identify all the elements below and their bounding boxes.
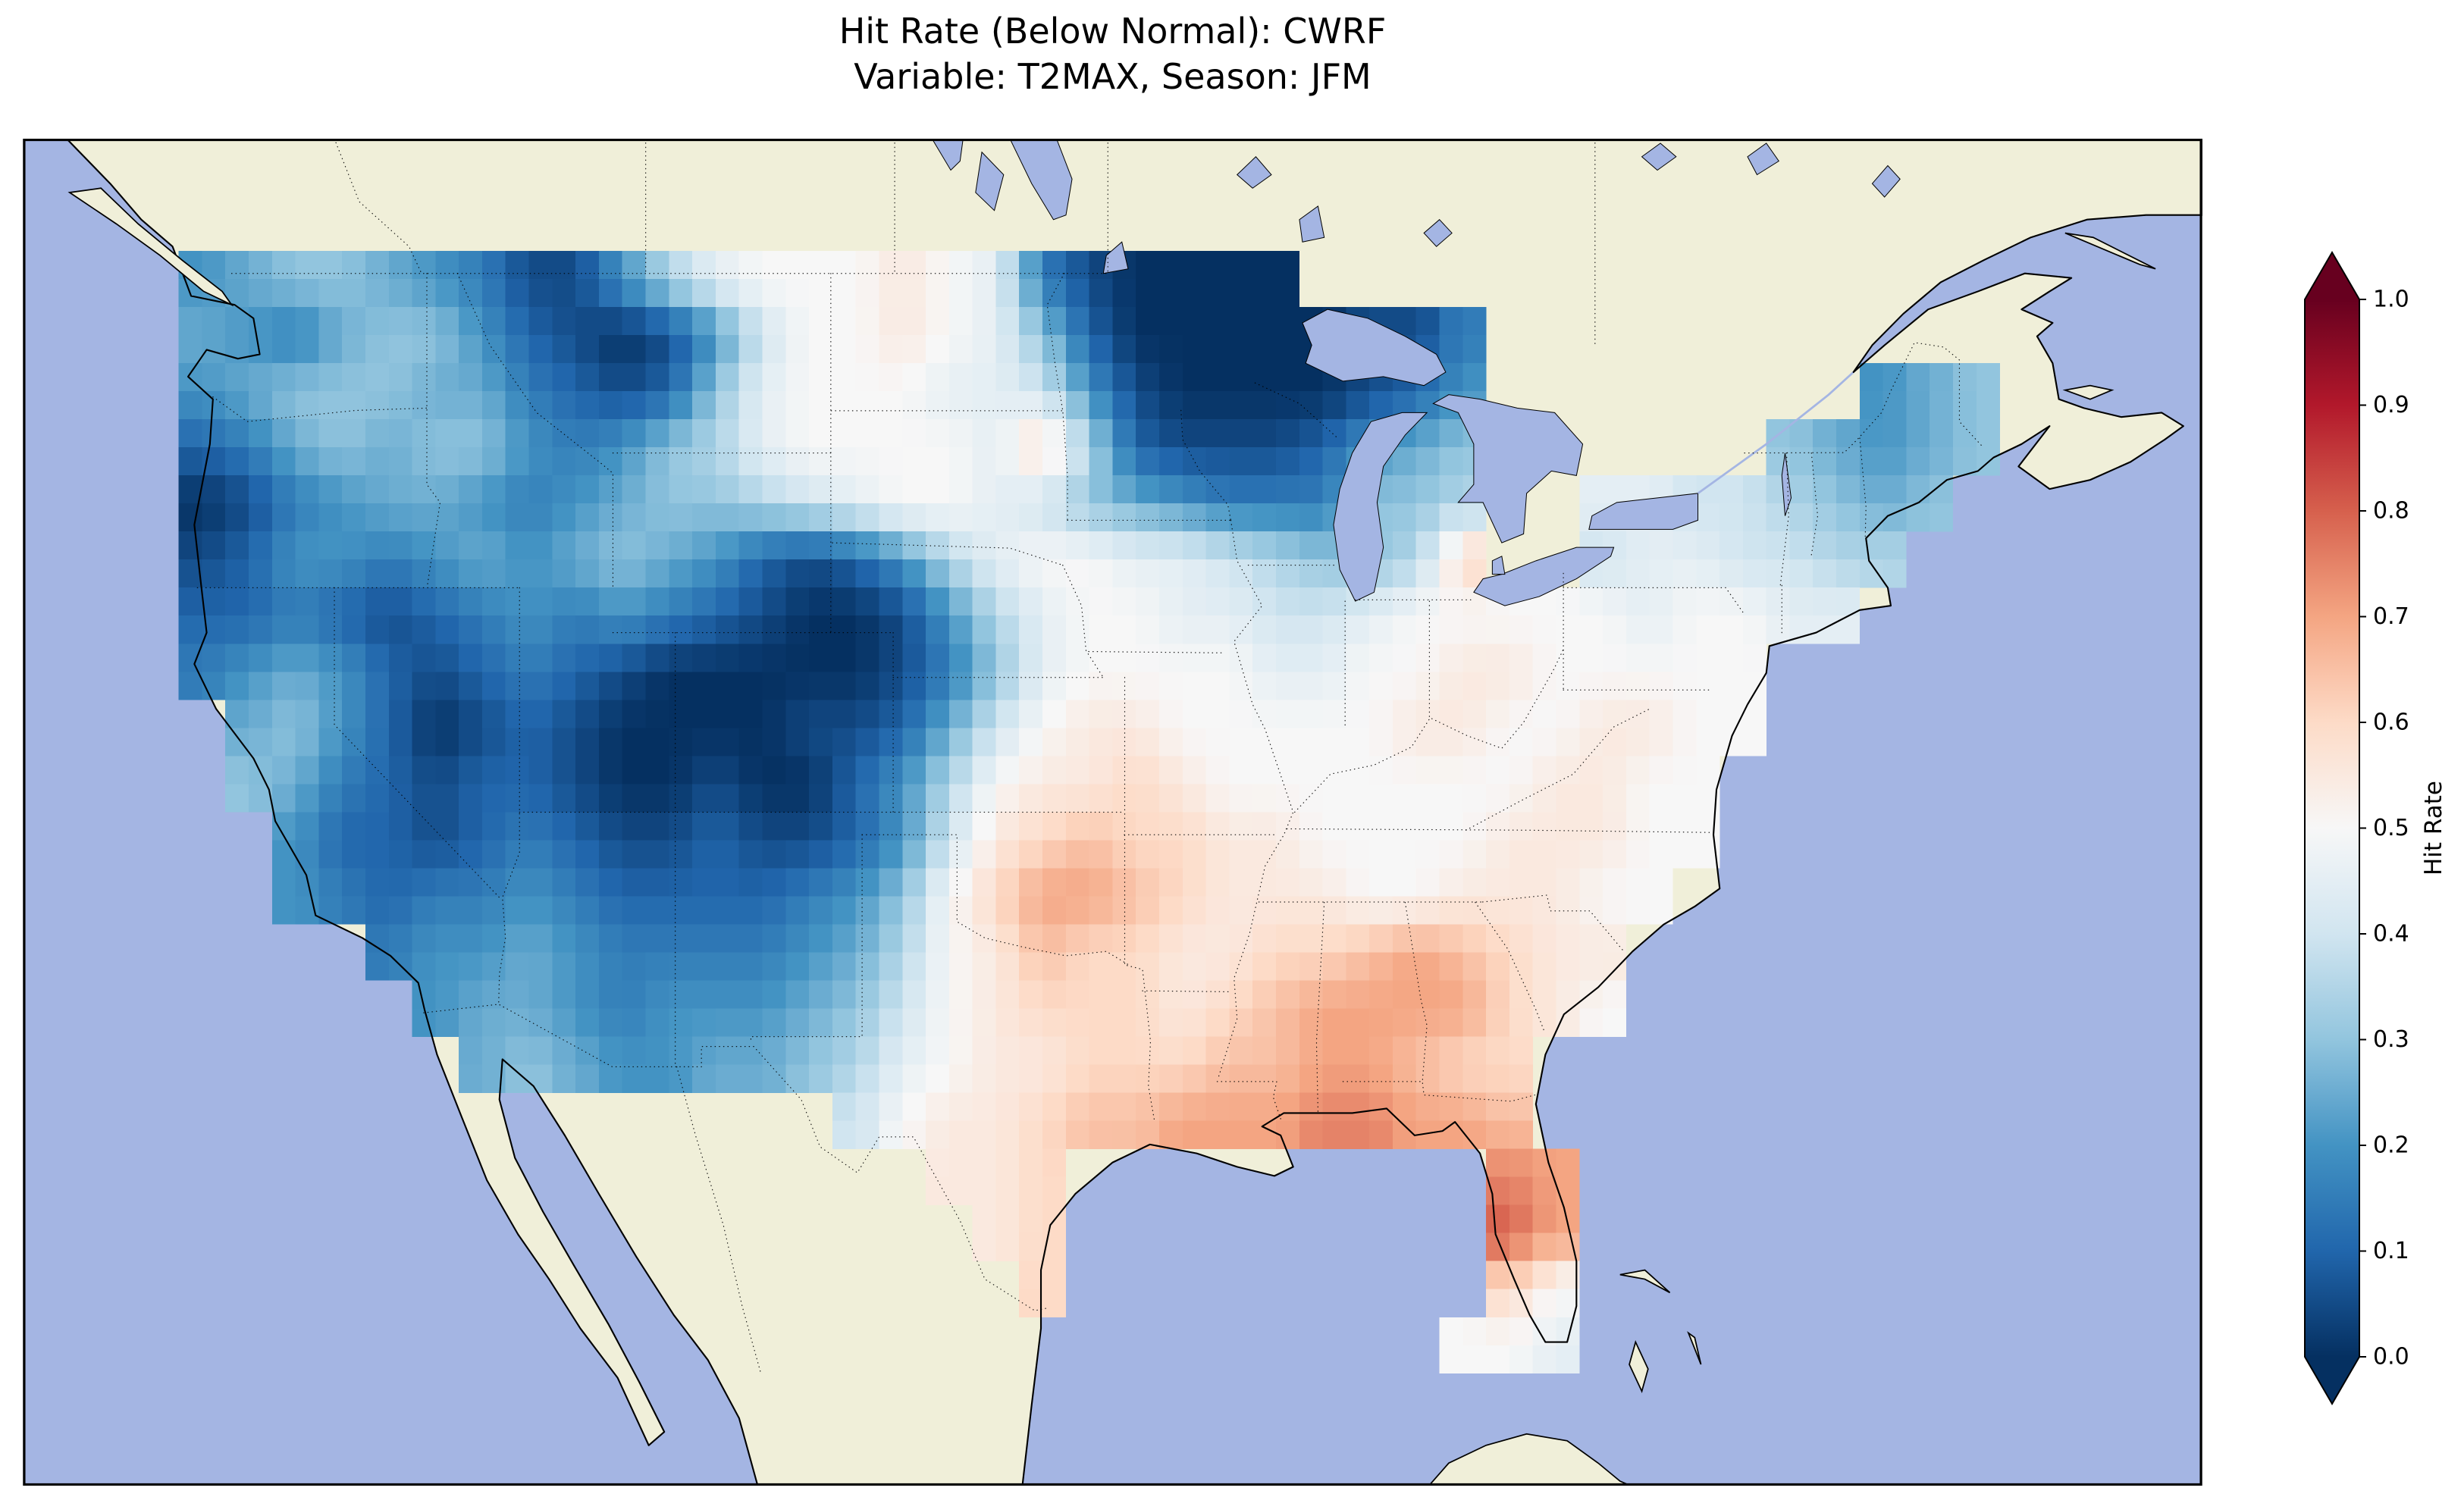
admin-border (676, 1066, 762, 1374)
colorbar: 0.0 0.1 0.2 0.3 0.4 0.5 0.6 0.7 0.8 0.9 1.0 Hit Ra… (2304, 251, 2447, 1405)
island-coastline (1687, 1331, 1702, 1365)
lake (1299, 205, 1325, 243)
st-lawrence-river (1697, 371, 1854, 494)
coastline (65, 139, 2202, 1486)
state-borders-layer (196, 139, 1983, 1374)
admin-border (1286, 828, 1711, 833)
colorbar-tick-label: 0.6 (2373, 709, 2409, 736)
admin-border (1216, 1081, 1281, 1120)
admin-border (1465, 708, 1651, 831)
admin-border (498, 587, 520, 1005)
chart-subtitle: Variable: T2MAX, Season: JFM (854, 55, 1372, 97)
admin-border (1046, 273, 1068, 521)
lake (1641, 143, 1677, 171)
heatmap-layer (178, 250, 2000, 1374)
lake (1423, 219, 1453, 247)
admin-border (212, 396, 428, 422)
lake (1491, 556, 1506, 575)
map-frame (23, 139, 2202, 1486)
admin-border (1779, 453, 1789, 586)
admin-border (426, 273, 441, 588)
coastline-layer (65, 139, 2202, 1486)
lake (1588, 493, 1699, 530)
admin-border (1088, 650, 1222, 653)
lake (1236, 156, 1272, 189)
lake (1102, 241, 1129, 274)
colorbar-tick-label: 0.8 (2373, 498, 2409, 525)
admin-border (334, 139, 422, 274)
colorbar-extend-max (2305, 252, 2359, 299)
admin-border (334, 587, 503, 900)
chart-title: Hit Rate (Below Normal): CWRF (839, 11, 1387, 52)
admin-border (1481, 894, 1625, 954)
lake (1473, 547, 1615, 606)
lake (1747, 143, 1779, 176)
colorbar-tick-label: 0.1 (2373, 1238, 2409, 1264)
admin-border (456, 273, 614, 588)
colorbar-body (2304, 251, 2360, 1405)
lake (975, 151, 1005, 211)
admin-border (423, 1004, 1047, 1311)
lake (1302, 309, 1447, 387)
lake (931, 139, 964, 171)
colorbar-ticks: 0.0 0.1 0.2 0.3 0.4 0.5 0.6 0.7 0.8 0.9 1.0 (2359, 287, 2409, 1370)
chart-title-block: Hit Rate (Below Normal): CWRF Variable: … (23, 9, 2202, 100)
admin-border (1404, 901, 1428, 1082)
lakes-layer (931, 139, 1901, 606)
map-canvas (23, 139, 2202, 1486)
island-coastline (1619, 1269, 1671, 1294)
admin-border (1859, 437, 1867, 538)
colorbar-tick-label: 1.0 (2373, 287, 2409, 313)
island-coastline (67, 187, 234, 307)
colorbar-extend-min (2305, 1357, 2359, 1404)
lake (1871, 164, 1901, 198)
island-coastline (2064, 232, 2156, 270)
colorbar-gradient (2305, 299, 2359, 1357)
colorbar-tick-label: 0.5 (2373, 815, 2409, 841)
island-coastline (2062, 384, 2114, 400)
admin-border (1810, 453, 1819, 556)
lake (1009, 139, 1073, 221)
colorbar-tick-label: 0.0 (2373, 1344, 2409, 1370)
colorbar-tick-label: 0.3 (2373, 1026, 2409, 1053)
admin-border (750, 834, 863, 1042)
colorbar-tick-label: 0.9 (2373, 392, 2409, 418)
colorbar-tick-label: 0.4 (2373, 921, 2409, 947)
plot-frame (23, 139, 2202, 1486)
colorbar-tick-label: 0.7 (2373, 603, 2409, 630)
lake (1333, 412, 1428, 602)
lake (1781, 453, 1792, 516)
colorbar-label: Hit Rate (2420, 781, 2447, 875)
island-coastline (1428, 1433, 1632, 1486)
admin-border (1744, 342, 1983, 454)
lake (1432, 394, 1584, 543)
island-coastline (1629, 1340, 1649, 1394)
colorbar-axis-label: Hit Rate (2420, 781, 2447, 875)
colorbar-tick-label: 0.2 (2373, 1132, 2409, 1159)
admin-border (1563, 587, 1745, 615)
